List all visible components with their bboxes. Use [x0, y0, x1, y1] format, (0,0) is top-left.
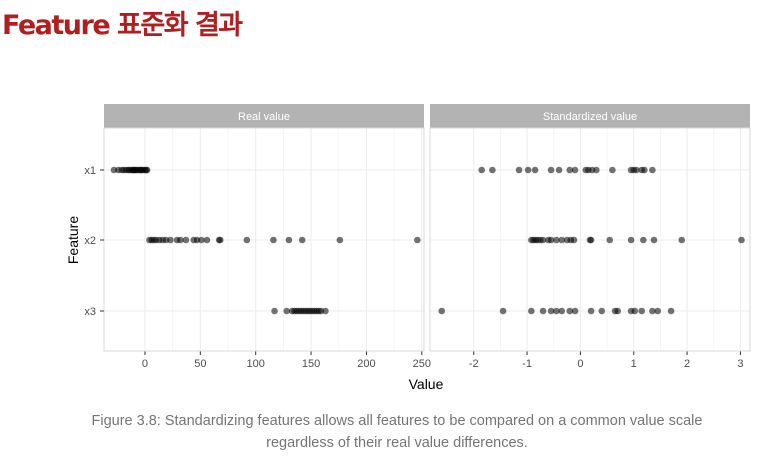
data-point-x3	[553, 307, 560, 315]
x-tick-label: 200	[357, 358, 375, 370]
data-point-x3	[438, 307, 446, 315]
data-point-x2	[336, 236, 344, 244]
x-tick-label: 100	[247, 358, 265, 370]
data-point-x1	[641, 166, 648, 174]
data-point-x2	[678, 236, 686, 244]
data-point-x2	[216, 236, 224, 244]
faceted-scatter-chart: Real value 0 50 100 150 200 250 Standardized va…	[65, 104, 751, 392]
data-point-x1	[649, 166, 656, 174]
data-point-x2	[547, 236, 555, 244]
data-point-x2	[558, 236, 566, 244]
data-point-x3	[322, 307, 329, 315]
x-tick-label: -2	[469, 358, 479, 370]
caption-line-1: Figure 3.8: Standardizing features allow…	[91, 413, 703, 429]
x-tick-label: 50	[194, 358, 206, 370]
data-point-x2	[553, 236, 560, 244]
data-point-x2	[203, 236, 211, 244]
data-point-x2	[177, 236, 184, 244]
panel-border-2	[429, 127, 751, 352]
facet-strip-2	[430, 104, 750, 128]
data-point-x2	[606, 236, 614, 244]
data-point-x1	[555, 166, 563, 174]
data-point-x3	[528, 307, 535, 315]
facet-strip-label-2: Standardized value	[543, 111, 637, 123]
page-title: Feature 표준화 결과	[2, 10, 243, 41]
data-point-x3	[539, 307, 547, 315]
data-point-x2	[270, 236, 277, 244]
data-point-x1	[524, 166, 532, 174]
data-point-x2	[182, 236, 190, 244]
data-point-x3	[558, 307, 566, 315]
data-point-x3	[654, 307, 662, 315]
data-point-x2	[285, 236, 293, 244]
x-tick-label: 0	[142, 358, 148, 370]
data-point-x2	[587, 236, 595, 244]
figure-caption: Figure 3.8: Standardizing features allow…	[20, 410, 774, 454]
data-point-x1	[489, 166, 496, 174]
y-axis-title: Feature	[65, 216, 81, 264]
x-tick-label: 150	[302, 358, 320, 370]
y-tick-label: x1	[84, 165, 96, 177]
data-point-x3	[598, 307, 606, 315]
data-point-x3	[638, 307, 646, 315]
data-point-x2	[650, 236, 658, 244]
caption-line-2: regardless of their real value differenc…	[266, 435, 528, 451]
data-point-x1	[478, 166, 486, 174]
x-tick-label: 3	[737, 358, 743, 370]
data-point-x2	[198, 236, 205, 244]
facet-strip-1	[104, 104, 424, 128]
data-point-x2	[167, 236, 174, 244]
data-point-x3	[571, 307, 579, 315]
data-point-x3	[547, 307, 555, 315]
data-point-x1	[571, 166, 579, 174]
x-tick-label: 250	[413, 358, 431, 370]
data-point-x1	[143, 166, 151, 174]
data-point-x1	[547, 166, 555, 174]
data-point-x1	[531, 166, 539, 174]
facet-strip-label-1: Real value	[238, 111, 290, 123]
data-point-x2	[298, 236, 306, 244]
x-tick-label: 2	[684, 358, 690, 370]
data-point-x1	[515, 166, 523, 174]
data-point-x1	[633, 166, 640, 174]
data-point-x3	[283, 307, 291, 315]
data-point-x3	[271, 307, 278, 315]
x-axis-title: Value	[409, 376, 444, 392]
data-point-x2	[539, 236, 547, 244]
data-point-x3	[499, 307, 507, 315]
data-point-x1	[609, 166, 616, 174]
x-tick-label: 0	[577, 358, 583, 370]
data-point-x2	[738, 236, 745, 244]
data-point-x2	[627, 236, 635, 244]
data-point-x3	[667, 307, 675, 315]
data-point-x2	[414, 236, 421, 244]
x-tick-label: 1	[631, 358, 637, 370]
data-point-x3	[587, 307, 595, 315]
data-point-x1	[566, 166, 574, 174]
data-point-x3	[614, 307, 622, 315]
y-tick-label: x3	[84, 306, 96, 318]
data-point-x1	[593, 166, 600, 174]
data-point-x3	[631, 307, 639, 315]
y-tick-label: x2	[84, 235, 96, 247]
data-point-x2	[243, 236, 251, 244]
data-point-x3	[649, 307, 656, 315]
data-point-x3	[566, 307, 574, 315]
x-tick-label: -1	[522, 358, 532, 370]
data-point-x2	[640, 236, 647, 244]
data-point-x2	[570, 236, 578, 244]
